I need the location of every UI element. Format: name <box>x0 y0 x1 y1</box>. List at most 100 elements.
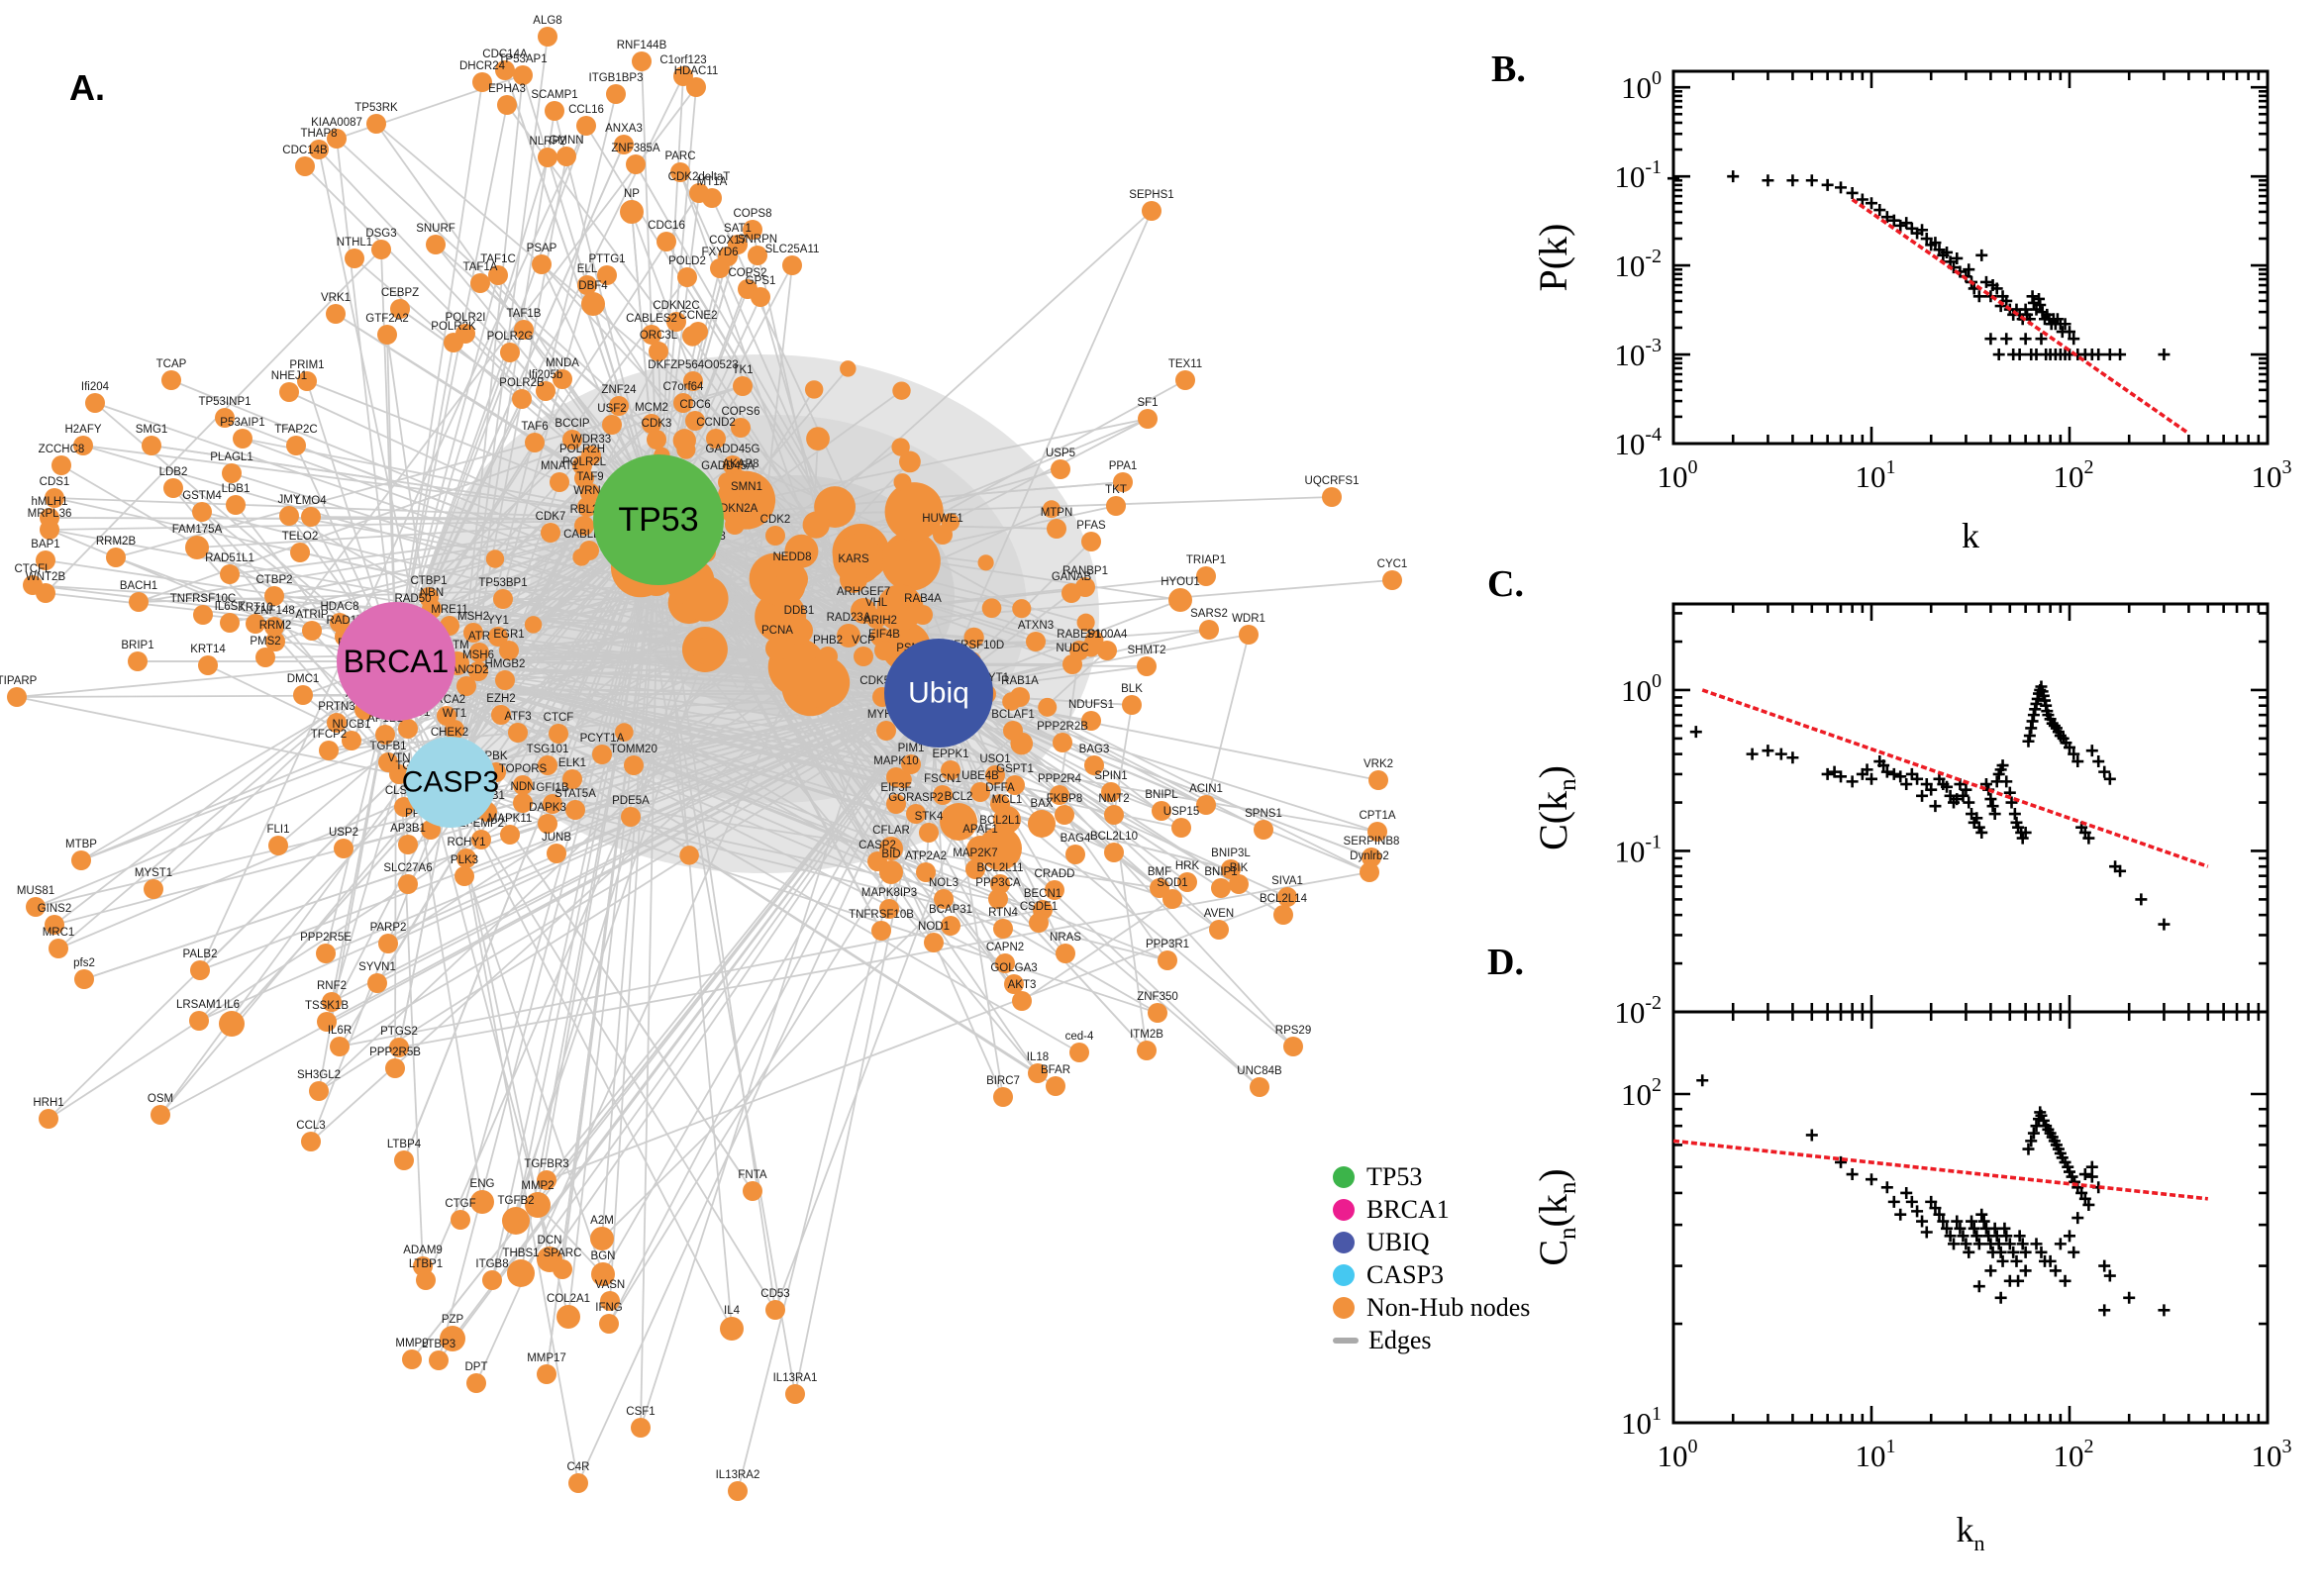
network-node <box>444 333 463 352</box>
network-node-label: MNDA <box>546 357 579 369</box>
network-node <box>536 381 556 401</box>
tick-label: 10-1 <box>1614 156 1662 194</box>
network-node-label: BCL2L14 <box>1260 893 1308 905</box>
hub-node-ubiq <box>884 639 993 748</box>
tick-label: 100 <box>1621 67 1662 105</box>
network-node <box>879 899 899 919</box>
network-node-label: CDK2 <box>760 514 791 526</box>
network-node-label: ZNF148 <box>253 605 295 617</box>
network-node <box>1084 755 1104 775</box>
network-node <box>327 129 347 149</box>
network-node-label: SOD1 <box>1157 877 1187 889</box>
hub-node-label: Ubiq <box>908 677 969 710</box>
network-node-label: CASP2 <box>858 840 896 851</box>
network-node <box>129 592 149 612</box>
network-edge <box>48 630 800 1120</box>
network-node <box>233 429 252 449</box>
network-node-label: PPP2R5E <box>300 932 352 944</box>
chart-point <box>1988 808 2001 821</box>
network-node <box>1029 913 1049 933</box>
network-node-label: MMP9 <box>395 1338 428 1349</box>
network-node-label: PSAP <box>527 243 557 254</box>
network-node-label: CCNE2 <box>679 310 718 322</box>
legend: TP53 BRCA1 UBIQ CASP3 Non-Hub nodes Edges <box>1333 1160 1530 1356</box>
network-node-label: PPP2R2B <box>1037 721 1088 733</box>
network-edge <box>692 380 863 629</box>
chart-point <box>1911 772 1924 785</box>
network-node-label: PCYT1A <box>580 733 625 745</box>
network-node-label: HDAC11 <box>674 65 719 77</box>
network-node <box>626 154 646 174</box>
network-edge <box>231 781 452 1025</box>
network-node <box>192 502 212 522</box>
network-node-label: pfs2 <box>73 957 95 969</box>
chart-point <box>1746 748 1759 760</box>
chart-ticks <box>1671 71 2270 446</box>
network-node <box>574 468 594 488</box>
network-node-label: CDK3 <box>642 418 672 430</box>
tick-label: 101 <box>1856 456 1896 494</box>
chart-point <box>1990 282 2003 295</box>
edge-swatch-icon <box>1333 1337 1359 1344</box>
axis-label: Cn(kn) <box>1531 1168 1581 1265</box>
network-node <box>1012 599 1032 619</box>
network-edge <box>787 210 1153 541</box>
network-node-label: RABEP1 <box>1057 629 1101 641</box>
network-node <box>1051 459 1070 479</box>
network-node <box>495 60 515 80</box>
network-node-label: Ifi205b <box>529 369 563 381</box>
network-node-label: VASN <box>595 1279 625 1291</box>
network-node <box>642 325 661 345</box>
network-node <box>513 65 533 85</box>
network-node-label: AP3B1 <box>390 823 426 835</box>
network-edge <box>138 519 659 603</box>
network-node-label: BACH1 <box>120 580 157 592</box>
network-node <box>602 415 622 435</box>
network-node <box>456 848 476 868</box>
network-node-label: NLRP2 <box>529 136 565 148</box>
legend-item-ubiq: UBIQ <box>1333 1226 1530 1258</box>
network-node-label: JUNB <box>542 832 571 844</box>
network-node-label: MAPK11 <box>488 813 533 825</box>
network-node-label: PCNA <box>761 625 793 637</box>
network-node-label: BAG3 <box>1079 744 1110 755</box>
chart-point <box>1929 237 1942 249</box>
network-node <box>1171 818 1191 838</box>
network-node-label: PBK <box>484 750 507 762</box>
network-edge <box>304 165 659 521</box>
network-node <box>785 617 813 645</box>
network-node-label: TFCP2 <box>311 729 347 741</box>
chart-point <box>1805 1129 1818 1142</box>
network-edge <box>1063 814 1168 961</box>
legend-item-casp3: CASP3 <box>1333 1258 1530 1291</box>
network-node-label: AKAP8 <box>722 458 758 470</box>
network-node <box>264 586 284 606</box>
network-node-label: MTPN <box>1041 507 1073 519</box>
network-node <box>219 1011 245 1037</box>
network-node-label: PRTN3 <box>318 701 355 713</box>
network-node <box>161 370 181 390</box>
network-node <box>642 414 661 434</box>
network-node <box>471 830 491 849</box>
plot-panel-C: 10-2 10-1 100 C(kn) <box>1531 602 2270 1030</box>
network-node-label: ATR <box>468 631 490 643</box>
chart-point <box>1947 1238 1960 1250</box>
network-node-label: PPP2R5B <box>369 1047 421 1058</box>
network-node <box>706 429 726 449</box>
network-edge <box>450 781 579 1484</box>
network-node-label: EGR1 <box>493 629 524 641</box>
chart-point <box>2082 1198 2095 1211</box>
network-node-label: UBE4B <box>961 770 999 782</box>
chart-point <box>2016 1238 2029 1250</box>
network-node <box>1104 805 1124 825</box>
node-swatch-icon <box>1333 1165 1355 1188</box>
network-node-label: RRM2 <box>259 620 292 632</box>
network-node <box>692 638 720 664</box>
network-node-label: TP53AP1 <box>498 53 547 65</box>
network-node-label: TSG101 <box>527 744 569 755</box>
network-node <box>1177 872 1197 892</box>
network-node <box>577 275 597 295</box>
network-node <box>609 396 629 416</box>
network-node-label: WDR33 <box>571 434 611 446</box>
network-node <box>371 240 391 259</box>
